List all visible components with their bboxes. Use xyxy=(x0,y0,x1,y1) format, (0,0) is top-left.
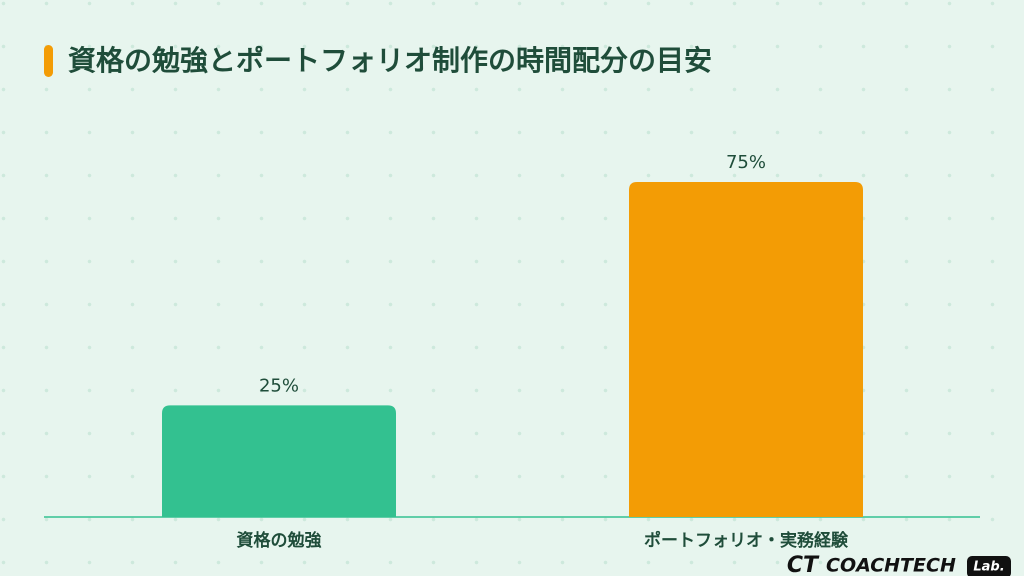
title-accent xyxy=(44,45,53,77)
logo-mark: CT xyxy=(787,553,820,576)
chart-title: 資格の勉強とポートフォリオ制作の時間配分の目安 xyxy=(68,44,712,77)
logo-name: COACHTECH xyxy=(826,555,956,576)
category-label: 資格の勉強 xyxy=(237,530,322,551)
bar xyxy=(629,182,863,517)
value-label: 25% xyxy=(259,375,299,396)
category-label: ポートフォリオ・実務経験 xyxy=(644,530,849,551)
logo-badge-text: Lab. xyxy=(973,560,1004,575)
logo-badge xyxy=(967,556,1011,576)
bar xyxy=(162,405,396,517)
value-label: 75% xyxy=(726,152,766,173)
